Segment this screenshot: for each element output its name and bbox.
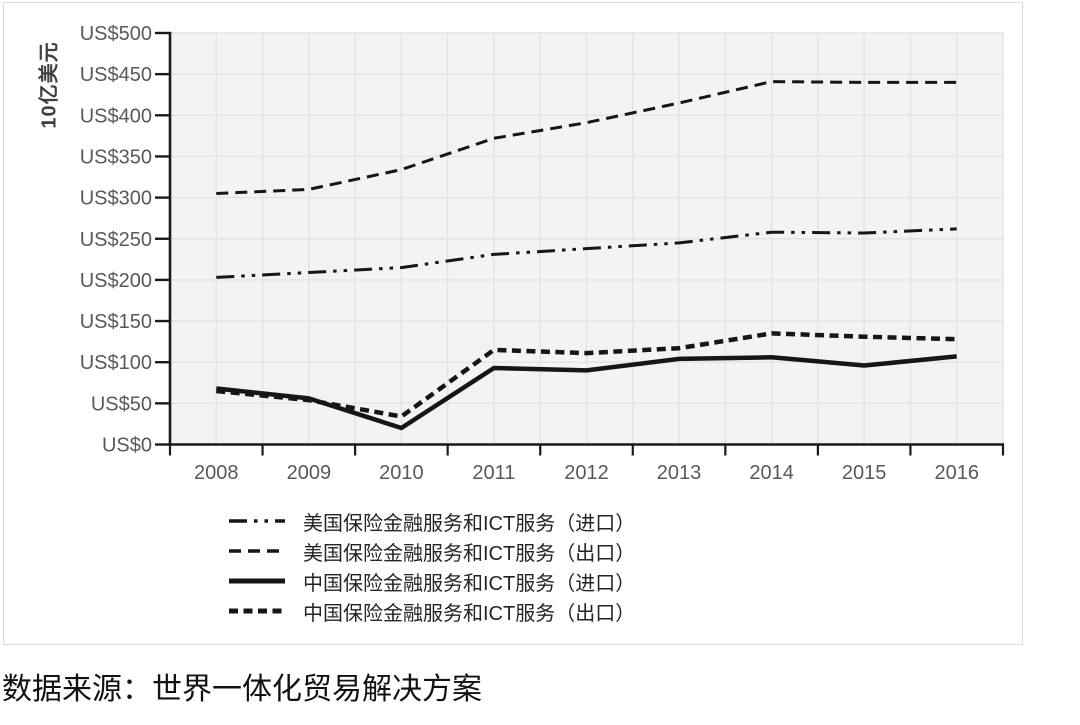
legend-line-sample [229, 519, 285, 523]
series-line-3 [216, 331, 957, 419]
legend-line-sample [229, 608, 285, 614]
legend-line-sample [229, 578, 285, 584]
legend-label: 美国保险金融服务和ICT服务（出口） [303, 542, 636, 565]
x-tick-label: 2016 [934, 462, 979, 484]
legend-item-3: 中国保险金融服务和ICT服务（出口） [228, 596, 635, 626]
y-tick-label: US$400 [80, 105, 152, 127]
y-tick-label: US$500 [80, 23, 152, 45]
legend-label: 美国保险金融服务和ICT服务（进口） [303, 512, 636, 535]
line-chart: US$0 US$50 US$100 US$150 US$200 US$250 US$300 U… [80, 23, 1005, 484]
x-tick-label: 2010 [379, 462, 424, 484]
y-tick-label: US$200 [80, 270, 152, 292]
y-tick-label: US$300 [80, 188, 152, 210]
series-line-2 [216, 354, 957, 431]
legend-item-2: 中国保险金融服务和ICT服务（进口） [228, 566, 635, 596]
legend-line-sample [229, 549, 285, 553]
y-tick-label: US$350 [80, 146, 152, 168]
y-tick-label: US$150 [80, 311, 152, 333]
y-tick-label: US$100 [80, 352, 152, 374]
y-tick-label: US$50 [91, 393, 152, 415]
x-tick-label: 2009 [287, 462, 332, 484]
legend-label: 中国保险金融服务和ICT服务（出口） [303, 602, 636, 625]
x-tick-label: 2012 [564, 462, 609, 484]
series-line-0 [216, 227, 957, 279]
y-axis-title: 10亿美元 [38, 41, 61, 129]
x-tick-label: 2008 [194, 462, 239, 484]
legend-item-0: 美国保险金融服务和ICT服务（进口） [228, 506, 635, 536]
legend-label: 中国保险金融服务和ICT服务（进口） [303, 572, 636, 595]
x-tick-label: 2014 [749, 462, 794, 484]
x-tick-label: 2011 [472, 462, 515, 484]
y-tick-label: US$450 [80, 64, 152, 86]
y-tick-label: US$250 [80, 229, 152, 251]
source-note: 数据来源：世界一体化贸易解决方案 [2, 673, 482, 706]
chart-card-border [3, 2, 1023, 645]
legend-item-1: 美国保险金融服务和ICT服务（出口） [228, 536, 635, 566]
x-tick-label: 2013 [657, 462, 702, 484]
series-line-1 [216, 80, 957, 195]
y-tick-label: US$0 [102, 435, 152, 457]
x-tick-label: 2015 [842, 462, 887, 484]
chart-legend: 美国保险金融服务和ICT服务（进口） 美国保险金融服务和ICT服务（出口） 中国保险… [228, 506, 635, 626]
